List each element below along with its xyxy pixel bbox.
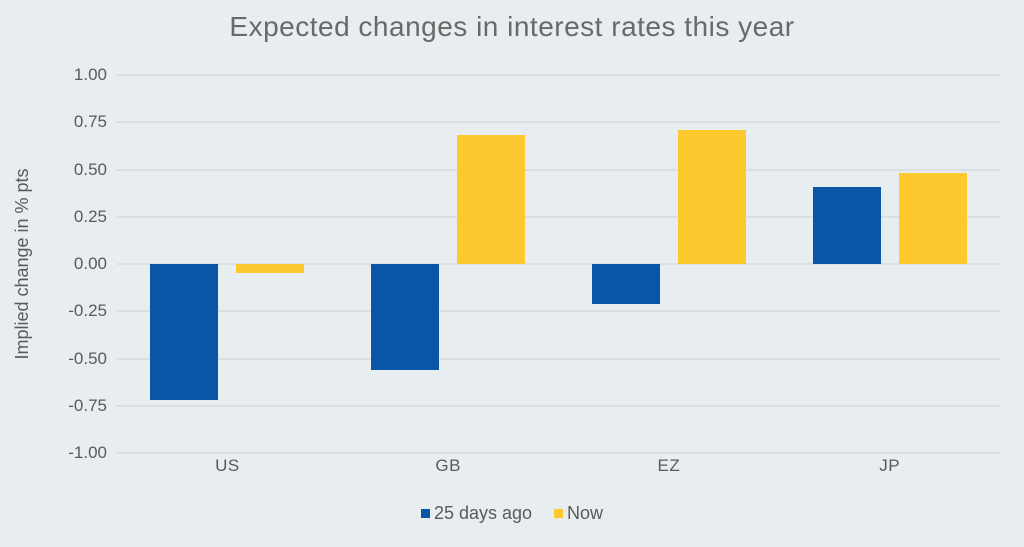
x-tick-label-ez: EZ <box>657 456 681 475</box>
legend-item-25-days-ago: 25 days ago <box>420 503 533 524</box>
gridline-0-25 <box>117 215 1000 218</box>
y-tick-label-0-50: -0.50 <box>68 348 107 368</box>
legend: 25 days ago Now <box>0 503 1024 524</box>
gridline-0-75 <box>117 404 1000 407</box>
legend-item-now: Now <box>554 503 603 524</box>
gridline-1-00 <box>117 74 1000 76</box>
bar-ez-now <box>677 129 746 264</box>
bar-gb-25-days-ago <box>371 264 440 370</box>
bar-ez-25-days-ago <box>591 264 660 304</box>
x-tick-label-jp: JP <box>879 456 901 475</box>
gridline-0-00 <box>117 263 1000 265</box>
bar-jp-now <box>898 173 967 264</box>
legend-label-now: Now <box>567 503 604 523</box>
x-tick-label-gb: GB <box>435 456 461 475</box>
bar-jp-25-days-ago <box>812 186 881 264</box>
bar-us-now <box>236 264 305 274</box>
legend-swatch-now <box>554 509 564 518</box>
y-tick-label-0-25: -0.25 <box>68 301 107 321</box>
y-tick-label-1-00: -1.00 <box>68 443 107 462</box>
gridline-0-50 <box>117 168 1000 171</box>
x-tick-label-us: US <box>215 456 240 475</box>
chart-title: Expected changes in interest rates this … <box>229 11 795 42</box>
y-axis-title-label: Implied change in % pts <box>12 168 32 360</box>
y-tick-label-0-75: -0.75 <box>68 395 107 415</box>
y-tick-label-0-00: 0.00 <box>73 254 107 273</box>
y-tick-label-1-00: 1.00 <box>73 65 107 84</box>
gridline-0-50 <box>117 357 1000 360</box>
gridline-0-25 <box>117 310 1000 313</box>
legend-label-25-days-ago: 25 days ago <box>433 503 533 523</box>
legend-swatch-25-days-ago <box>420 509 430 518</box>
y-tick-label-0-50: 0.50 <box>73 159 107 179</box>
gridline-0-75 <box>117 121 1000 124</box>
gridline-1-00 <box>117 452 1000 454</box>
bar-gb-now <box>457 135 526 264</box>
y-tick-label-0-75: 0.75 <box>73 112 107 132</box>
bar-us-25-days-ago <box>150 264 219 401</box>
y-tick-label-0-25: 0.25 <box>73 206 107 226</box>
